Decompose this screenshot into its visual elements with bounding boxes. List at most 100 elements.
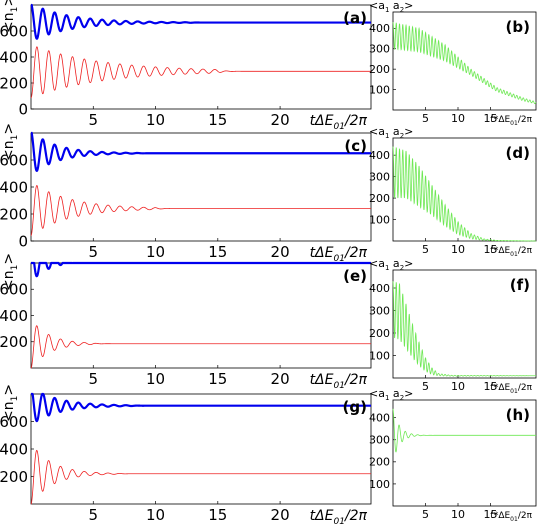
x-tick-label: 20 <box>271 370 290 388</box>
y-tick-label: 400 <box>369 412 390 425</box>
panel-label: (e) <box>343 267 367 285</box>
y-tick-label: 300 <box>369 304 390 317</box>
plot-frame <box>392 11 537 111</box>
y-axis-label: <n1> <box>1 123 20 161</box>
y-tick-label: 600 <box>0 22 28 40</box>
x-tick-label: 10 <box>146 370 165 388</box>
plot-frame <box>392 399 537 507</box>
y-axis-label: <a1 a2> <box>369 387 413 402</box>
y-tick-label: 300 <box>369 434 390 447</box>
x-tick-label: 15 <box>484 243 498 256</box>
panel-e: 200 400 600 5 10 15 20 (e) <n1> tΔE01/2π <box>0 253 372 391</box>
x-tick-label: 20 <box>271 111 290 129</box>
series-line-2 <box>30 449 371 505</box>
panel-label: (g) <box>343 398 367 416</box>
y-tick-label: 400 <box>369 22 390 35</box>
y-axis-label: <n1> <box>1 0 20 33</box>
y-tick-label: 200 <box>0 205 28 223</box>
series-line-2 <box>30 185 371 236</box>
x-axis-label: t*ΔE01/2π <box>490 246 532 258</box>
x-tick-label: 5 <box>422 508 429 521</box>
x-tick-label: 15 <box>484 508 498 521</box>
series-line-2 <box>30 46 371 99</box>
plot-frame <box>30 262 372 369</box>
y-tick-label: 100 <box>369 213 390 226</box>
x-axis-label: tΔE01/2π <box>310 113 368 132</box>
x-tick-label: 15 <box>484 380 498 393</box>
y-axis-label: <n1> <box>1 253 20 291</box>
y-tick-label: 600 <box>0 281 28 299</box>
x-tick-label: 10 <box>451 243 465 256</box>
x-tick-label: 10 <box>146 111 165 129</box>
x-axis-label: tΔE01/2π <box>310 508 368 525</box>
plot-frame <box>392 269 537 379</box>
x-tick-label: 10 <box>451 508 465 521</box>
y-tick-label: 400 <box>0 307 28 325</box>
y-tick-label: 200 <box>369 63 390 76</box>
y-tick-label: 200 <box>0 333 28 351</box>
x-tick-label: 10 <box>146 243 165 261</box>
panel-label: (h) <box>506 406 530 424</box>
x-tick-label: 10 <box>146 506 165 524</box>
panel-label: (f) <box>510 276 530 294</box>
panel-g: 200 400 600 5 10 15 20 (g) <n1> tΔE01/2π <box>0 384 372 525</box>
x-tick-label: 5 <box>88 243 98 261</box>
x-tick-label: 5 <box>88 111 98 129</box>
y-tick-label: 100 <box>369 478 390 491</box>
series-line-1 <box>392 146 536 242</box>
x-tick-label: 5 <box>422 243 429 256</box>
x-axis-label: t*ΔE01/2π <box>490 511 532 523</box>
series-line-1 <box>392 281 536 377</box>
x-axis-label: tΔE01/2π <box>310 372 368 391</box>
panel-a: 0 200 400 600 5 10 15 20 (a) <n1> tΔE01/2π <box>0 0 372 132</box>
y-tick-label: 400 <box>369 149 390 162</box>
plot-frame <box>392 137 537 242</box>
x-tick-label: 15 <box>208 506 227 524</box>
panel-d: 100 200 300 400 5 10 15 (d) <a1 a2> t*ΔE01/2π <box>369 125 537 258</box>
y-tick-label: 200 <box>369 327 390 340</box>
y-tick-label: 0 <box>18 232 28 250</box>
y-tick-label: 400 <box>369 282 390 295</box>
y-axis-label: <n1> <box>1 384 20 422</box>
y-tick-label: 0 <box>18 100 28 118</box>
x-tick-label: 15 <box>208 111 227 129</box>
panel-label: (b) <box>506 18 530 36</box>
y-tick-label: 300 <box>369 170 390 183</box>
y-axis-label: <a1 a2> <box>369 125 413 140</box>
panel-b: 100 200 300 400 5 10 15 (b) <a1 a2> t*ΔE01/2π <box>369 0 537 127</box>
x-tick-label: 5 <box>422 112 429 125</box>
x-tick-label: 5 <box>422 380 429 393</box>
y-tick-label: 300 <box>369 43 390 56</box>
plot-frame <box>30 4 372 110</box>
series-line-1 <box>30 3 371 40</box>
series-line-1 <box>392 22 537 104</box>
panel-h: 100 200 300 400 5 10 15 (h) <a1 a2> t*ΔE01/2π <box>369 387 537 523</box>
x-tick-label: 15 <box>484 112 498 125</box>
y-tick-label: 400 <box>0 178 28 196</box>
y-tick-label: 600 <box>0 413 28 431</box>
panel-label: (d) <box>506 144 530 162</box>
y-tick-label: 200 <box>369 456 390 469</box>
y-tick-label: 400 <box>0 48 28 66</box>
y-tick-label: 600 <box>0 151 28 169</box>
x-tick-label: 5 <box>88 370 98 388</box>
x-tick-label: 20 <box>271 243 290 261</box>
series-line-1 <box>392 408 536 453</box>
panel-label: (a) <box>343 9 367 27</box>
x-axis-label: tΔE01/2π <box>310 245 368 264</box>
plot-frame <box>30 132 372 242</box>
x-axis-label: t*ΔE01/2π <box>490 383 532 395</box>
series-line-1 <box>30 131 371 173</box>
series-line-1 <box>31 392 371 423</box>
y-axis-label: <a1 a2> <box>369 0 413 14</box>
y-tick-label: 100 <box>369 349 390 362</box>
x-tick-label: 20 <box>271 506 290 524</box>
x-tick-label: 15 <box>208 370 227 388</box>
y-tick-label: 400 <box>0 440 28 458</box>
panel-label: (c) <box>344 137 367 155</box>
y-axis-label: <a1 a2> <box>369 257 413 272</box>
plot-frame <box>30 393 372 505</box>
series-line-1 <box>31 261 371 278</box>
x-tick-label: 5 <box>88 506 98 524</box>
